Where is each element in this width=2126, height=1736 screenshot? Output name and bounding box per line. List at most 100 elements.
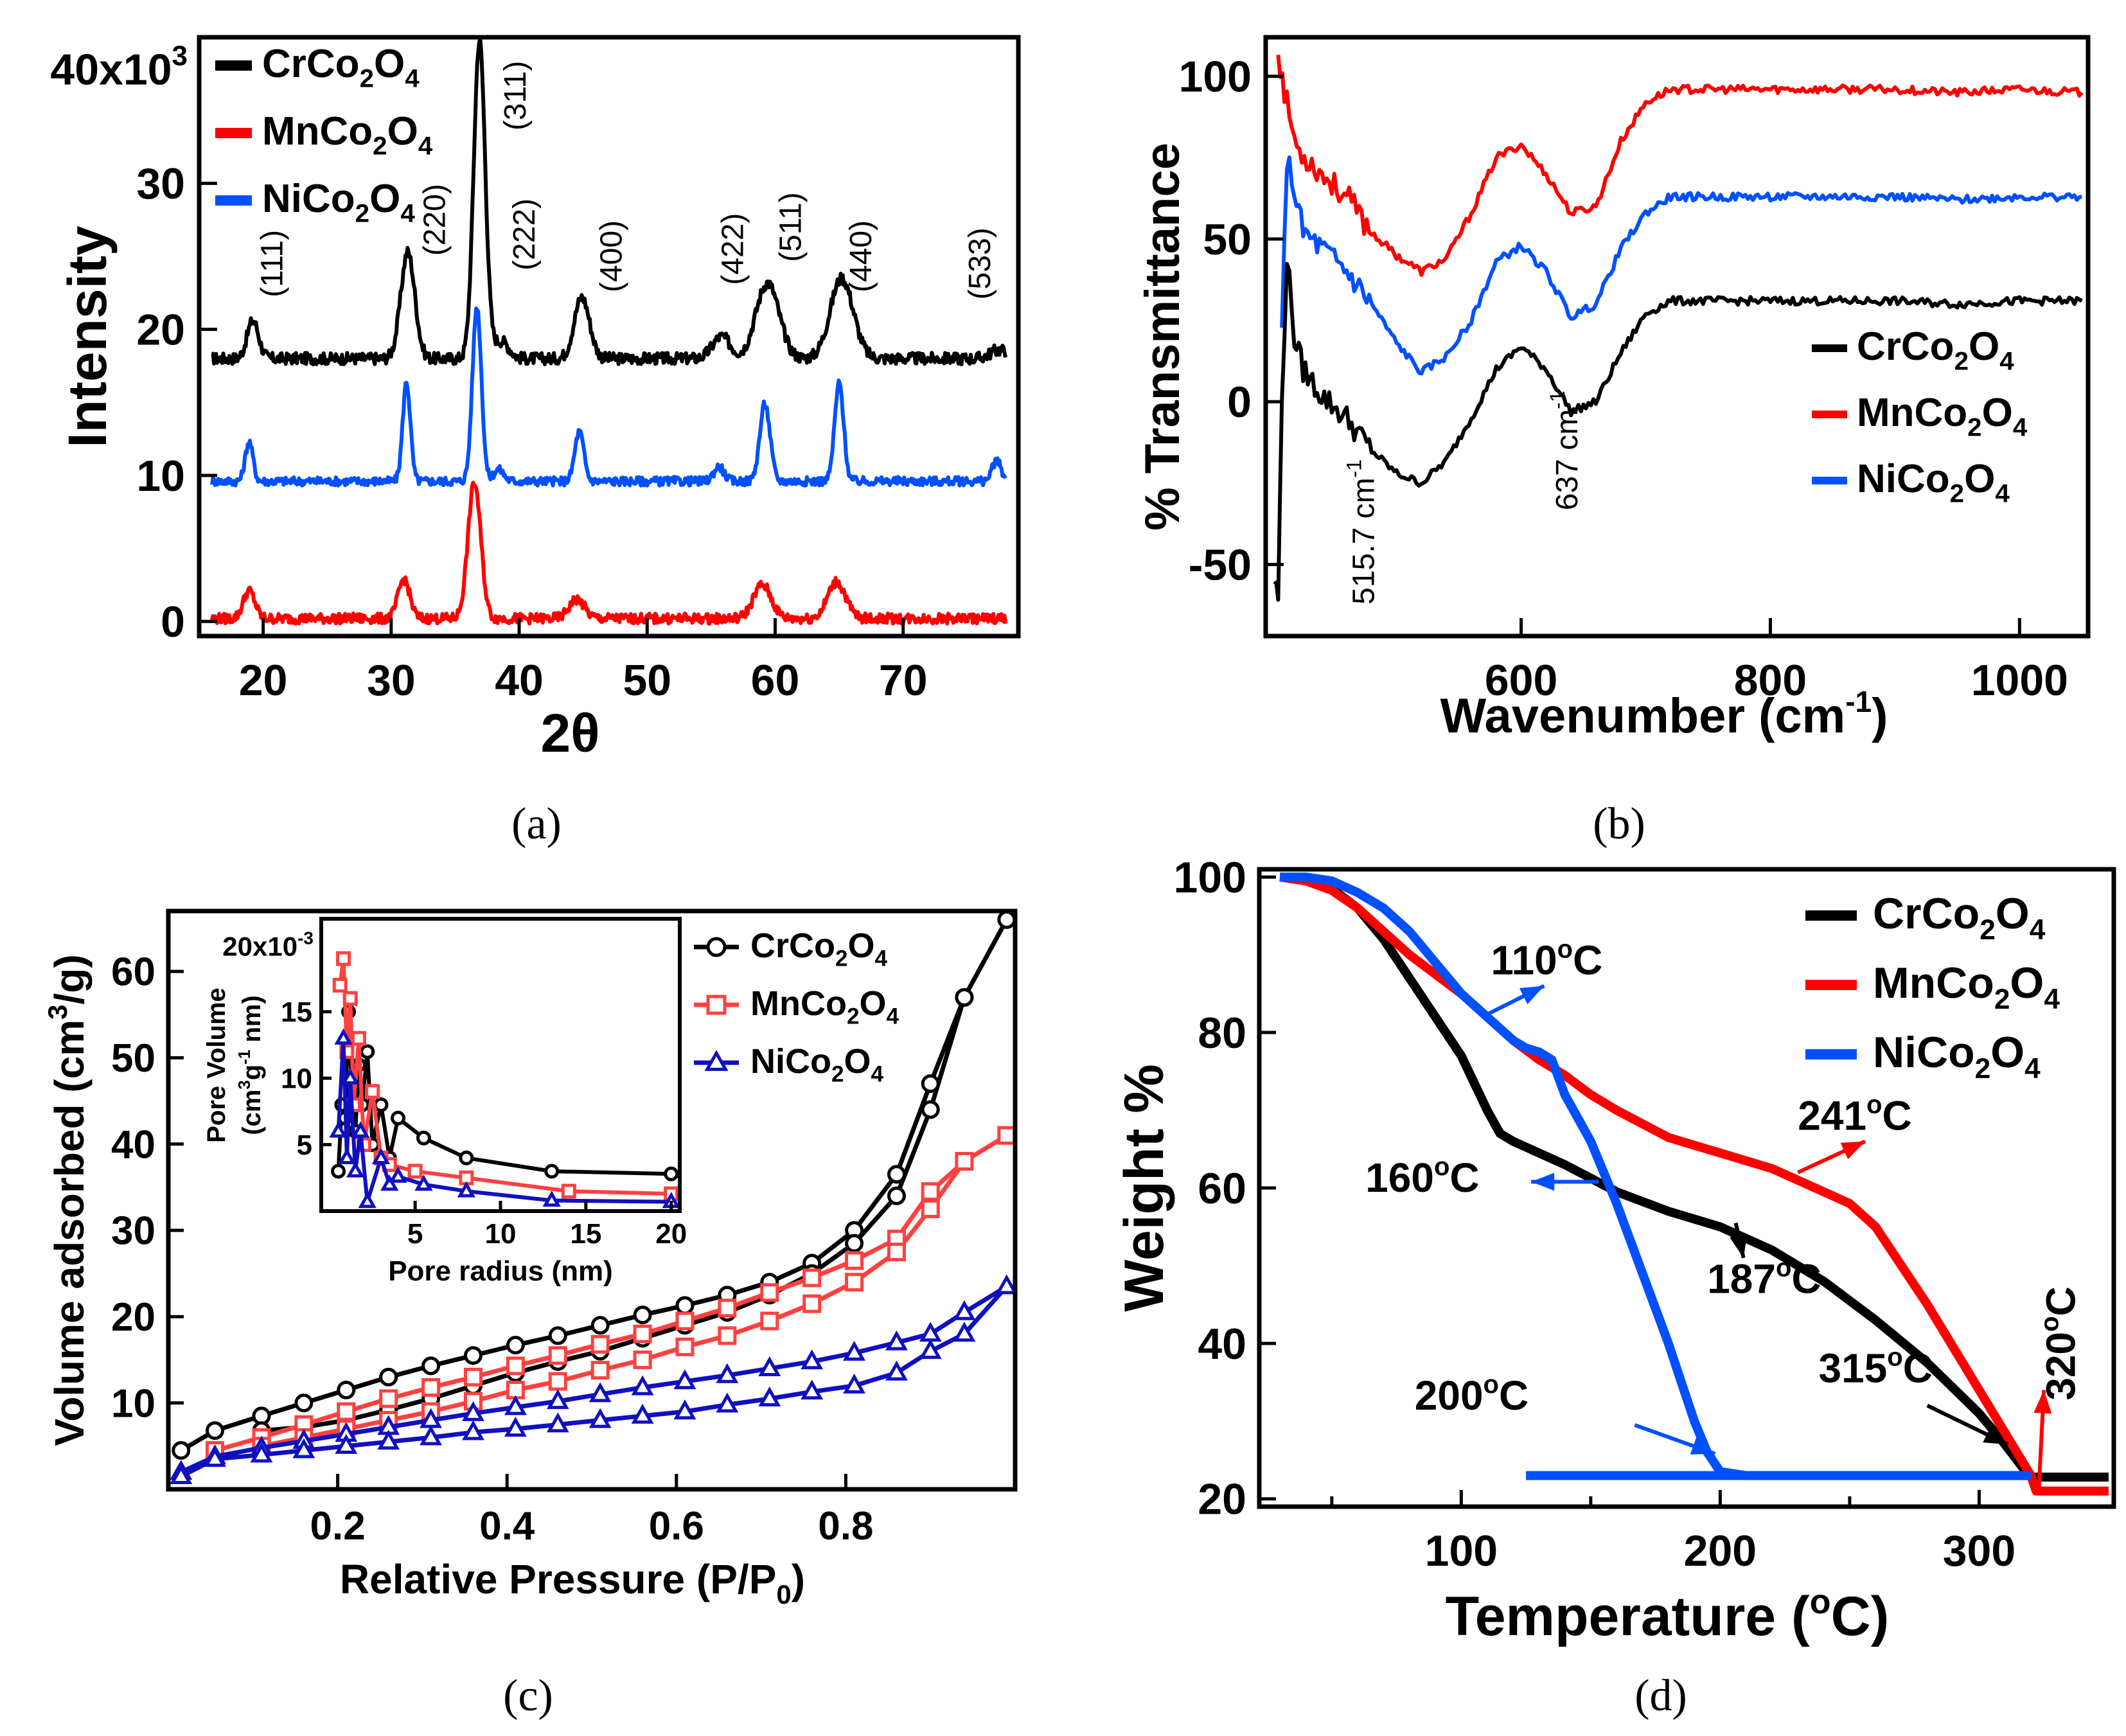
pore-point [416, 1130, 431, 1146]
y-axis-title: % Transmittance [1135, 143, 1190, 531]
isotherm-point [921, 1182, 940, 1201]
isotherm-point [463, 1346, 483, 1365]
annotation-value: 320 [2038, 1332, 2084, 1401]
y-tick-label: 15 [281, 996, 312, 1028]
isotherm-point [716, 1363, 739, 1383]
peak-label: (222) [508, 199, 542, 270]
tga-line-nico2o4 [1280, 872, 2031, 1480]
x-title-exponent: -1 [1845, 685, 1872, 718]
pore-point [561, 1183, 576, 1199]
isotherm-point [172, 1441, 191, 1460]
y-tick-label: 10 [281, 1063, 312, 1095]
pore-point [329, 1121, 348, 1138]
formula-subscript: 2 [847, 1004, 860, 1029]
y-tick-label: 10 [136, 452, 185, 500]
y-top-base: 40x10 [50, 45, 172, 94]
isotherm-point [760, 1283, 779, 1302]
isotherm-point [463, 1367, 483, 1386]
isotherm-point [758, 1386, 781, 1407]
temperature-annotation: 320oC [2036, 1286, 2084, 1400]
legend-label-mnco2o4: MnCo2O4 [1857, 391, 2028, 442]
isotherm-point [919, 1322, 942, 1342]
x-tick-label: 20 [239, 656, 288, 705]
x-title-close: ) [792, 1556, 805, 1602]
isotherm-point [506, 1356, 525, 1376]
x-title-main: Wavenumber (cm [1440, 689, 1846, 743]
band-annotation: 637 cm-1 [1546, 391, 1584, 510]
isotherm-point [590, 1316, 610, 1335]
plot-frame-a [197, 35, 1021, 639]
formula-subscript: 4 [871, 1062, 884, 1087]
pore-point [414, 1174, 433, 1191]
isotherm-point [377, 1430, 400, 1450]
formula-subscript: 2 [1950, 479, 1964, 508]
isotherm-point [504, 1417, 527, 1437]
x-tick-label: 0.2 [310, 1504, 365, 1548]
formula-subscript: 4 [400, 199, 415, 228]
inset-unit-end: nm) [238, 995, 266, 1049]
isotherm-point [843, 1373, 866, 1394]
formula-mid: O [2010, 959, 2044, 1007]
formula-mid: O [374, 42, 405, 86]
x-title-main: Relative Pressure (P/P [340, 1556, 776, 1602]
annotation-arrow-head [1983, 1426, 2008, 1445]
formula-base: MnCo [1873, 959, 1994, 1007]
formula-subscript: 2 [1967, 413, 1981, 442]
formula-mid: O [1982, 391, 2013, 435]
x-tick-label: 30 [367, 656, 416, 705]
isotherm-point [921, 1074, 940, 1094]
formula-base: CrCo [750, 926, 835, 965]
y-tick-label: 60 [1198, 1164, 1246, 1213]
inset-unit-mid: g [238, 1065, 266, 1080]
isotherm-point [337, 1402, 356, 1421]
isotherm-point [921, 1199, 940, 1218]
pore-point [407, 1164, 423, 1179]
isotherm-point [631, 1375, 654, 1395]
isotherm-point [845, 1234, 864, 1253]
inset-unit-exponent: -1 [235, 1050, 254, 1065]
annotation-unit: C [1903, 1345, 1933, 1391]
panel-caption: (c) [503, 1671, 553, 1721]
annotation-value: 187 [1707, 1255, 1776, 1302]
formula-subscript: 4 [1999, 347, 2014, 376]
panel-a: 20 30 40 50 60 70 0 10 20 30 40x103 2θ Intensity CrCo… [50, 35, 1021, 849]
isotherm-point [955, 988, 974, 1007]
formula-base: NiCo [750, 1042, 831, 1081]
plot-frame-c [166, 908, 1018, 1492]
formula-subscript: 2 [1975, 1053, 1991, 1085]
isotherm-point [675, 1296, 695, 1315]
pore-point [371, 1147, 391, 1164]
annotation-arrow-head [1531, 1173, 1555, 1191]
inset-y-top-base: 20x10 [222, 931, 297, 961]
isotherm-point [292, 1438, 315, 1458]
x-axis-title: Temperature (oC) [1446, 1582, 1890, 1647]
pore-point [332, 977, 348, 993]
isotherm-point [887, 1186, 906, 1205]
y-axis-title: Intensity [57, 226, 118, 448]
isotherm-point [589, 1382, 612, 1403]
formula-subscript: 2 [1954, 347, 1969, 376]
isotherm-point [204, 1447, 226, 1467]
isotherm-point [461, 1401, 484, 1421]
temperature-annotation: 241oC [1798, 1090, 1911, 1138]
pore-point [360, 1044, 375, 1059]
isotherm-point [843, 1340, 866, 1361]
annotation-arrow-head [1840, 1141, 1866, 1160]
annotation-arrow-head [1690, 1437, 1715, 1455]
isotherm-point [997, 910, 1016, 929]
legend-label-crco2o4: CrCo2O4 [1873, 889, 2046, 946]
isotherm-point [675, 1337, 695, 1356]
inset-unit-base: (cm [238, 1090, 266, 1135]
legend-label-mnco2o4: MnCo2O4 [262, 109, 433, 161]
isotherm-point [633, 1324, 652, 1343]
plot-frame-b [1263, 35, 2091, 639]
isotherm-point [887, 1243, 906, 1262]
annotation-unit: C [1882, 1092, 1911, 1138]
y-title-close: /g) [46, 954, 93, 1004]
x-tick-label: 300 [1943, 1527, 2015, 1575]
isotherm-point [758, 1356, 781, 1377]
x-tick-label: 200 [1684, 1527, 1757, 1575]
pore-point [342, 991, 358, 1006]
isotherm-point [633, 1306, 652, 1325]
isotherm-point [546, 1389, 569, 1410]
